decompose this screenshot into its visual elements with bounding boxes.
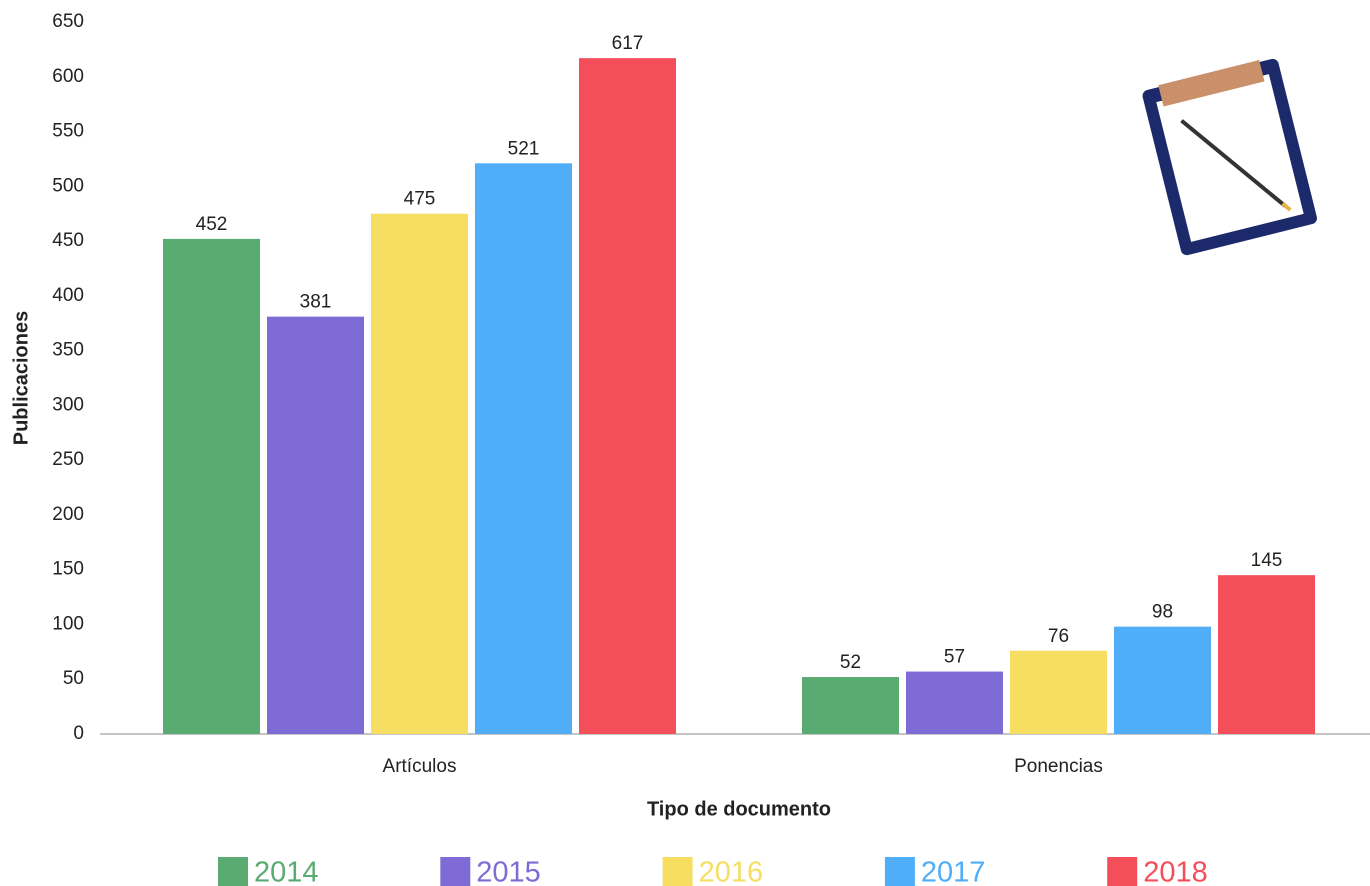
data-label: 57 xyxy=(944,647,965,668)
legend-label: 2017 xyxy=(921,857,986,886)
data-label: 52 xyxy=(840,652,861,673)
y-tick-label: 350 xyxy=(52,340,84,361)
bar xyxy=(1218,575,1315,734)
y-tick-label: 100 xyxy=(52,613,84,634)
data-label: 475 xyxy=(404,189,436,210)
legend-label: 2015 xyxy=(476,857,541,886)
bar xyxy=(1010,650,1107,734)
y-tick-label: 650 xyxy=(52,11,84,32)
bar xyxy=(1114,626,1211,734)
legend-label: 2018 xyxy=(1143,857,1208,886)
x-tick-label: Ponencias xyxy=(1014,756,1103,777)
y-tick-label: 400 xyxy=(52,285,84,306)
data-label: 145 xyxy=(1251,550,1283,571)
legend-label: 2016 xyxy=(699,857,764,886)
y-tick-label: 50 xyxy=(63,668,84,689)
y-tick-label: 300 xyxy=(52,394,84,415)
data-label: 617 xyxy=(612,33,644,54)
legend-swatch xyxy=(662,857,693,886)
y-tick-label: 550 xyxy=(52,121,84,142)
legend-swatch xyxy=(1107,857,1138,886)
bar xyxy=(371,213,468,734)
bar xyxy=(579,58,676,734)
clipboard-icon xyxy=(1142,58,1317,256)
bar xyxy=(163,238,260,734)
data-label: 76 xyxy=(1048,626,1069,647)
legend-label: 2014 xyxy=(254,857,319,886)
y-axis-title: Publicaciones xyxy=(10,311,32,446)
y-tick-label: 200 xyxy=(52,504,84,525)
data-label: 381 xyxy=(300,292,332,313)
data-label: 98 xyxy=(1152,602,1173,623)
y-tick-label: 250 xyxy=(52,449,84,470)
legend-swatch xyxy=(884,857,915,886)
bar xyxy=(906,671,1003,734)
bar xyxy=(267,316,364,734)
y-tick-label: 500 xyxy=(52,175,84,196)
legend-swatch xyxy=(440,857,471,886)
y-tick-label: 600 xyxy=(52,66,84,87)
data-label: 452 xyxy=(196,214,228,235)
y-tick-label: 150 xyxy=(52,559,84,580)
data-label: 521 xyxy=(508,138,540,159)
x-axis-title: Tipo de documento xyxy=(647,798,831,820)
y-tick-label: 0 xyxy=(73,723,84,744)
x-tick-label: Artículos xyxy=(383,756,457,777)
bar xyxy=(802,677,899,734)
y-tick-label: 450 xyxy=(52,230,84,251)
bar xyxy=(475,163,572,734)
legend-swatch xyxy=(218,857,248,886)
